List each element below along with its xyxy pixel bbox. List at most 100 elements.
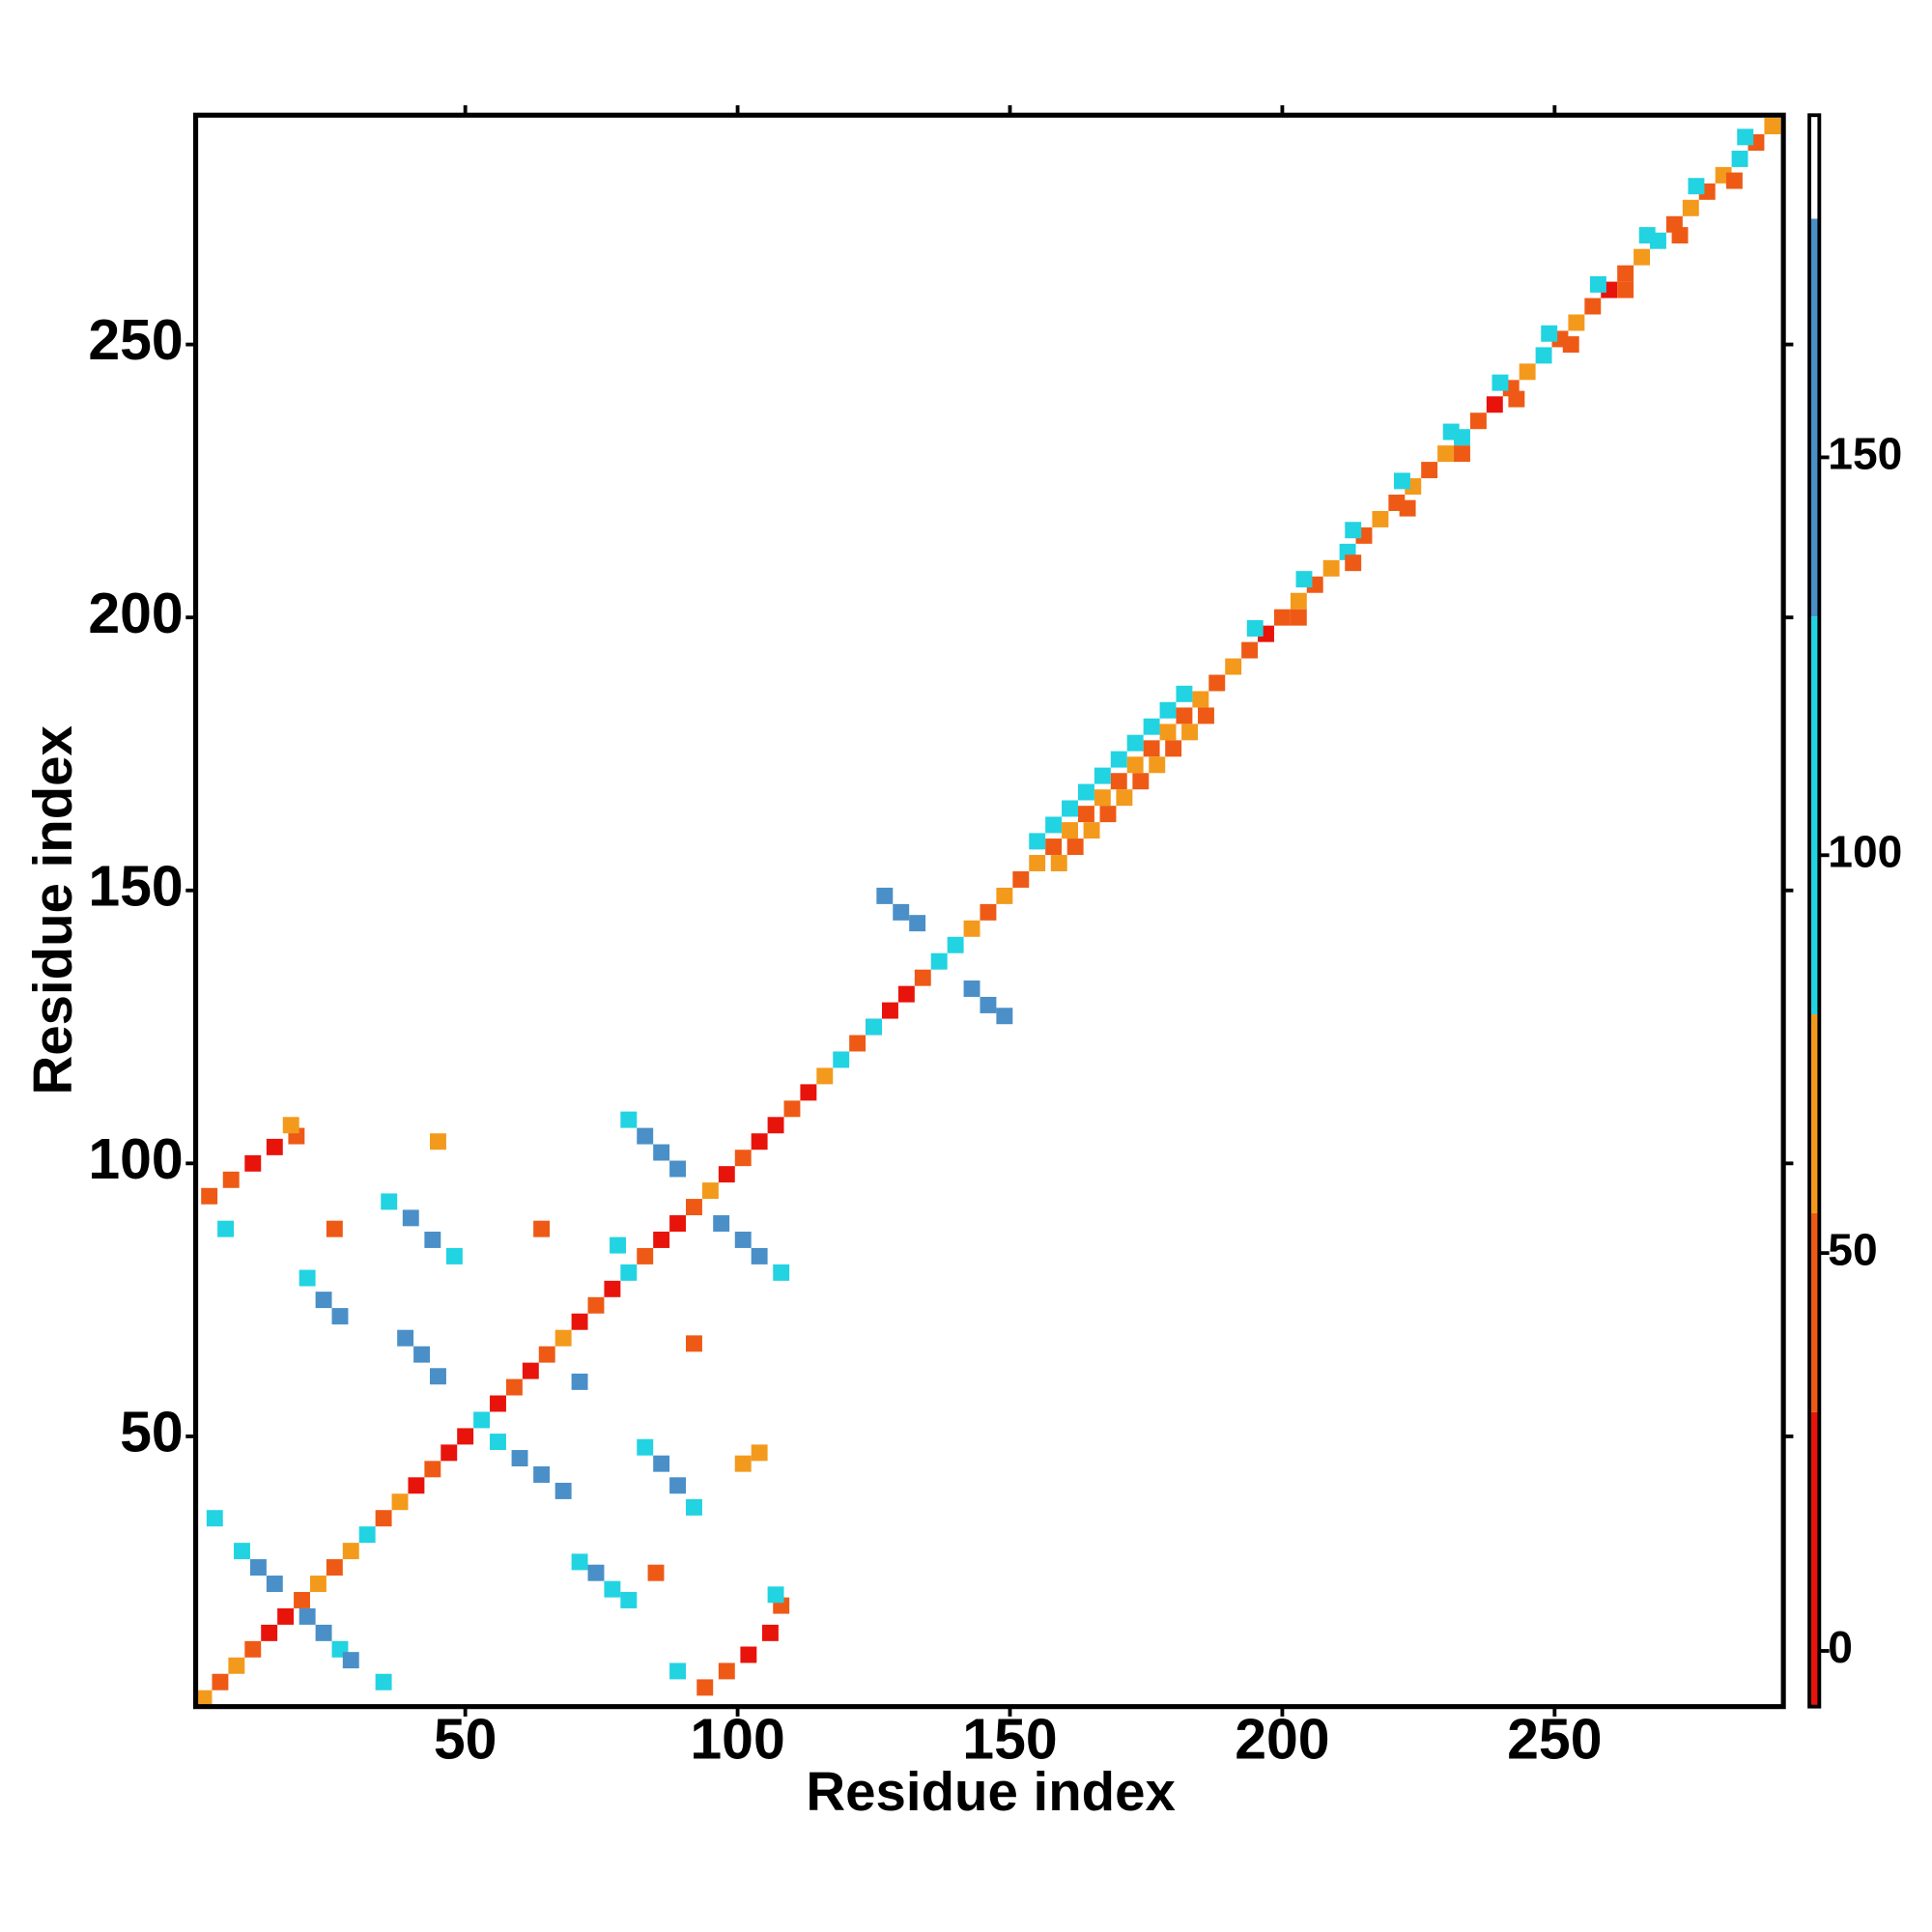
- contact-cell: [1094, 767, 1111, 784]
- contact-cell: [604, 1580, 621, 1598]
- contact-cell: [1535, 347, 1552, 364]
- contact-cell: [1062, 800, 1078, 817]
- contact-cell: [266, 1576, 283, 1592]
- contact-cell: [1077, 783, 1094, 801]
- contact-cell: [1066, 838, 1084, 856]
- contact-cell: [1062, 822, 1078, 839]
- contact-cell: [1083, 822, 1100, 839]
- contact-cell: [947, 936, 964, 953]
- contact-cell: [1638, 227, 1656, 244]
- contact-cell: [1029, 855, 1046, 871]
- contact-cell: [298, 1269, 316, 1287]
- contact-cell: [604, 1280, 621, 1297]
- contact-cell: [1126, 734, 1144, 752]
- contact-cell: [1132, 773, 1150, 790]
- contact-cell: [1345, 554, 1362, 572]
- contact-cell: [773, 1264, 790, 1281]
- colorbar-segment: [1809, 1014, 1820, 1213]
- contact-cell: [718, 1662, 735, 1680]
- contact-cell: [882, 1002, 898, 1019]
- contact-cell: [1045, 816, 1063, 834]
- contact-cell: [1372, 510, 1389, 527]
- contact-cell: [610, 1236, 626, 1254]
- contact-cell: [244, 1640, 262, 1658]
- contact-cell: [669, 1215, 687, 1232]
- contact-cell: [375, 1510, 392, 1527]
- contact-cell: [206, 1510, 223, 1527]
- contact-cell: [473, 1411, 491, 1429]
- contact-cell: [740, 1646, 757, 1663]
- contact-cell: [1099, 806, 1117, 823]
- y-tick-label: 200: [88, 582, 183, 645]
- contact-cell: [767, 1586, 784, 1604]
- contact-cell: [408, 1477, 425, 1494]
- x-axis-title: Residue index: [806, 1761, 1175, 1822]
- contact-cell: [1143, 718, 1160, 735]
- contact-cell: [342, 1543, 359, 1560]
- x-tick-label: 200: [1235, 1709, 1329, 1772]
- contact-cell: [1159, 701, 1177, 719]
- x-tick-label: 150: [962, 1709, 1057, 1772]
- colorbar-tick-label: 100: [1828, 826, 1902, 876]
- contact-cell: [413, 1346, 431, 1363]
- contact-cell: [326, 1559, 343, 1577]
- colorbar-segment: [1809, 616, 1820, 1015]
- contact-cell: [571, 1313, 588, 1330]
- contact-cell: [430, 1368, 446, 1385]
- colorbar-tick-label: 0: [1828, 1622, 1853, 1672]
- contact-cell: [963, 980, 980, 997]
- contact-cell: [1562, 336, 1579, 354]
- contact-cell: [342, 1652, 359, 1669]
- contact-cell: [1322, 559, 1340, 577]
- contact-cell: [876, 887, 894, 904]
- contact-cell: [696, 1679, 714, 1696]
- x-tick-label: 250: [1507, 1709, 1602, 1772]
- contact-cell: [571, 1553, 588, 1571]
- contact-cell: [669, 1477, 687, 1494]
- contact-cell: [234, 1543, 250, 1560]
- contact-cell: [669, 1662, 687, 1680]
- contact-cell: [669, 1160, 687, 1178]
- contact-cell: [533, 1465, 551, 1483]
- contact-cell: [424, 1461, 441, 1478]
- contact-cell: [571, 1373, 588, 1390]
- contact-cell: [533, 1220, 551, 1237]
- contact-cell: [1682, 199, 1699, 216]
- contact-cell: [1589, 275, 1606, 293]
- contact-cell: [381, 1193, 398, 1210]
- contact-cell: [445, 1247, 463, 1264]
- x-tick-label: 50: [434, 1709, 497, 1772]
- plot-frame: [193, 112, 1786, 1710]
- contact-cell: [751, 1247, 768, 1264]
- colorbar-tick-label: 50: [1828, 1224, 1877, 1274]
- contact-cell: [816, 1067, 834, 1085]
- contact-cell: [734, 1150, 752, 1167]
- contact-cell: [653, 1231, 670, 1248]
- contact-cell: [397, 1329, 414, 1347]
- contact-cell: [554, 1329, 572, 1347]
- contact-cell: [1241, 641, 1259, 659]
- contact-cell: [1486, 396, 1503, 413]
- contact-cell: [751, 1444, 768, 1462]
- contact-cell: [391, 1493, 409, 1511]
- contact-cell: [1273, 609, 1291, 626]
- y-tick-label: 50: [120, 1401, 184, 1463]
- contact-cell: [282, 1117, 299, 1134]
- contact-cell: [866, 1018, 883, 1036]
- contact-cell: [1045, 838, 1063, 856]
- contact-cell: [686, 1335, 702, 1352]
- contact-cell: [909, 915, 926, 932]
- contact-cell: [761, 1624, 779, 1641]
- colorbar-segment: [1809, 115, 1820, 219]
- contact-cell: [893, 903, 910, 921]
- contact-cell: [1029, 833, 1046, 850]
- contact-cell: [1192, 691, 1209, 708]
- contact-cell: [309, 1576, 327, 1592]
- colorbar-segment: [1809, 1411, 1820, 1707]
- contact-cell: [511, 1450, 528, 1466]
- contact-cell: [375, 1673, 392, 1690]
- contact-cell: [783, 1100, 801, 1118]
- contact-cell: [653, 1144, 670, 1161]
- contact-cell: [358, 1526, 376, 1544]
